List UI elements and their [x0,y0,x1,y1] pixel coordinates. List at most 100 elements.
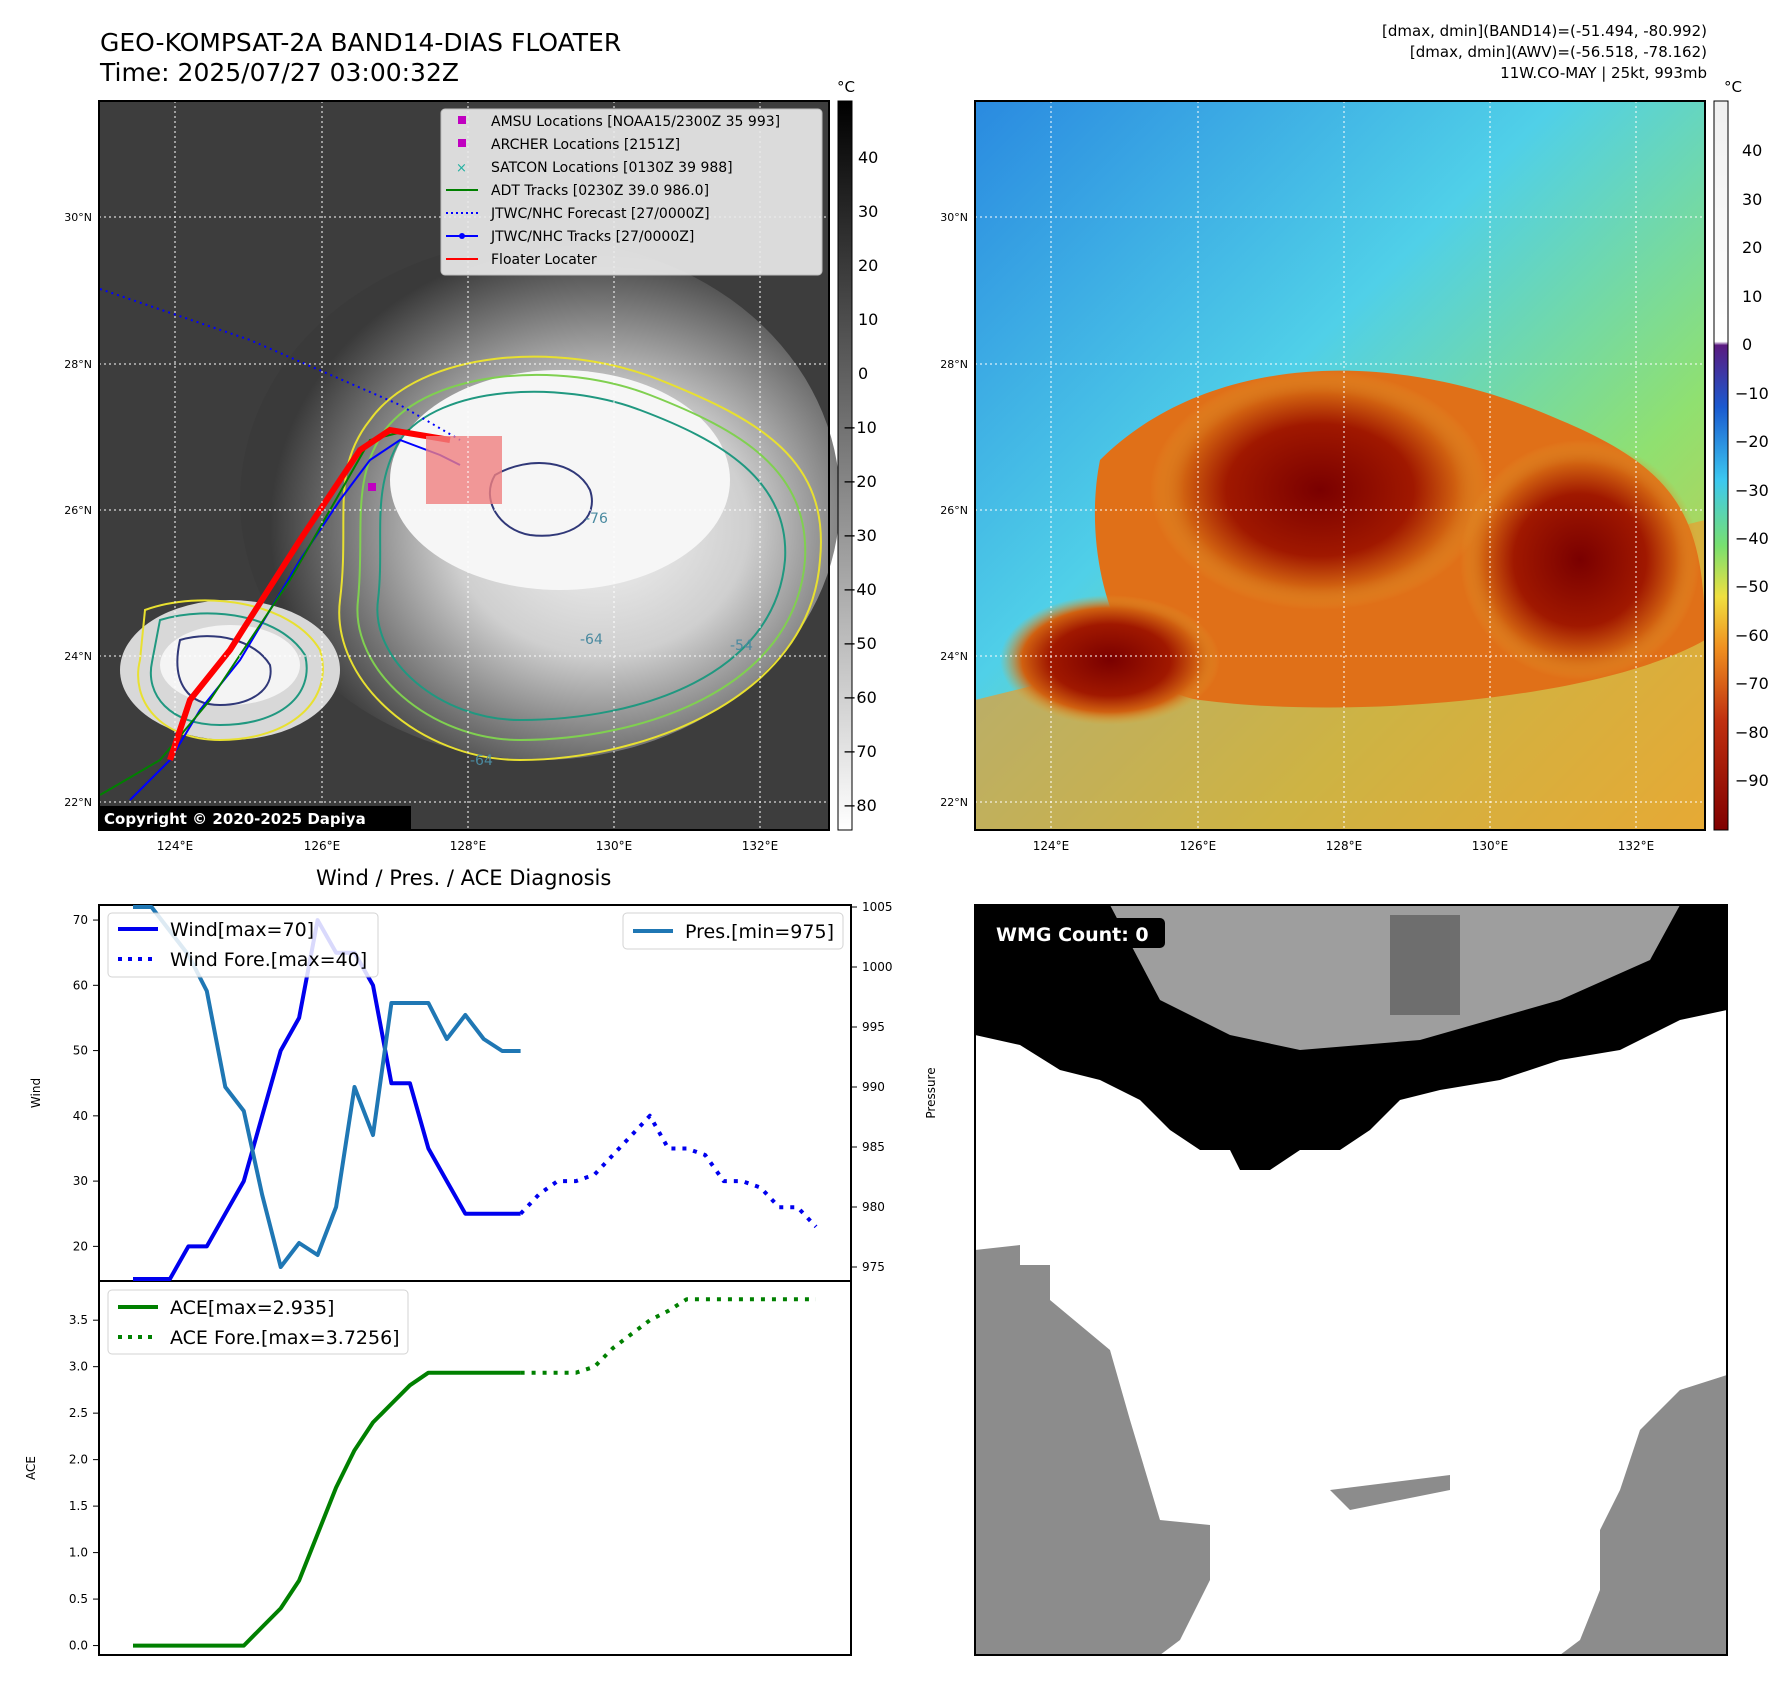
svg-text:30: 30 [858,202,878,221]
wv-core-west [1000,595,1220,725]
svg-text:130°E: 130°E [596,839,633,853]
svg-text:126°E: 126°E [1180,839,1217,853]
svg-text:−40: −40 [843,580,877,599]
svg-text:−20: −20 [843,472,877,491]
svg-text:128°E: 128°E [450,839,487,853]
series-line-wind-fore- [519,1113,818,1229]
svg-text:10: 10 [1742,287,1762,306]
svg-text:28°N: 28°N [940,358,968,371]
legend-archer-label: ARCHER Locations [2151Z] [491,137,680,153]
y-tick-label: 40 [73,1109,88,1123]
ir-contour-label: -76 [585,511,608,527]
svg-text:−40: −40 [1735,529,1769,548]
svg-text:−30: −30 [843,526,877,545]
ace-axis-label: ACE [24,1456,38,1480]
legend-amsu-label: AMSU Locations [NOAA15/2300Z 35 993] [491,114,780,130]
y-tick-label: 0.5 [69,1592,88,1606]
ir-lat-ticks: 22°N 24°N 26°N 28°N 30°N [64,211,92,809]
ir-adt-track [99,429,411,796]
svg-text:−70: −70 [1735,674,1769,693]
svg-text:22°N: 22°N [64,796,92,809]
legend-floater-label: Floater Locater [491,252,597,268]
ir-contour-teal [376,390,787,722]
wv-gridlines [975,101,1705,830]
ir-map-panel: -64 -54 -76 -64 AMSU Locations [NOAA15/2… [64,78,878,853]
meta-band14-range: [dmax, dmin](BAND14)=(-51.494, -80.992) [1382,22,1707,40]
wmg-frame [974,904,1728,1656]
wmg-count-badge [987,918,1165,948]
wv-core-east [1460,440,1700,680]
pres-legend: Pres.[min=975] [622,912,844,950]
svg-text:30: 30 [1742,190,1762,209]
legend-adt-label: ADT Tracks [0230Z 39.0 986.0] [491,183,709,199]
y-tick-label: 30 [73,1174,88,1188]
legend-amsu-marker [458,116,466,124]
ir-contour-label: -64 [470,753,493,769]
svg-text:−90: −90 [1735,771,1769,790]
ir-colorbar-ticks: 40 30 20 10 0 −10 −20 −30 −40 −50 −60 −7… [843,148,878,815]
svg-text:28°N: 28°N [64,358,92,371]
svg-text:24°N: 24°N [64,650,92,663]
svg-text:−10: −10 [843,418,877,437]
copyright-badge [99,806,411,830]
svg-text:−50: −50 [1735,577,1769,596]
ir-colorbar-unit: °C [837,78,855,96]
ir-map-frame [98,100,830,831]
svg-text:22°N: 22°N [940,796,968,809]
legend-pres-label: Pres.[min=975] [685,921,834,943]
ace-legend: ACE[max=2.935] ACE Fore.[max=3.7256] [107,1289,409,1355]
meta-storm-info: 11W.CO-MAY | 25kt, 993mb [1500,64,1707,82]
series-line-ace [133,1370,521,1648]
wind-axis-label: Wind [29,1078,43,1108]
wv-map-panel: 124°E 126°E 128°E 130°E 132°E 22°N 24°N … [940,78,1769,853]
ir-colorbar [837,100,853,831]
y2-tick-label: 980 [862,1200,885,1214]
y2-tick-label: 995 [862,1020,885,1034]
svg-text:128°E: 128°E [1326,839,1363,853]
pressure-axis-label: Pressure [924,1067,938,1118]
svg-text:0: 0 [1742,335,1752,354]
diagnosis-title: Wind / Pres. / ACE Diagnosis [316,866,612,890]
wv-lat-ticks: 22°N 24°N 26°N 28°N 30°N [940,211,968,809]
svg-text:−30: −30 [1735,481,1769,500]
svg-text:−50: −50 [843,634,877,653]
y-tick-label: 50 [73,1044,88,1058]
wind-legend: Wind[max=70] Wind Fore.[max=40] [107,912,379,978]
legend-satcon-label: SATCON Locations [0130Z 39 988] [491,160,733,176]
wv-colorbar-ticks: 40 30 20 10 0 −10 −20 −30 −40 −50 −60 −7… [1735,141,1769,790]
svg-text:30°N: 30°N [64,211,92,224]
svg-text:20: 20 [858,256,878,275]
legend-ace-fore-label: ACE Fore.[max=3.7256] [170,1327,400,1349]
y-tick-label: 70 [73,913,88,927]
figure-title: GEO-KOMPSAT-2A BAND14-DIAS FLOATER [100,28,622,57]
ir-contour-navy [489,462,593,537]
legend-wind-label: Wind[max=70] [170,919,314,941]
legend-archer-marker [458,139,466,147]
ir-contour-label: -54 [730,638,753,654]
svg-text:126°E: 126°E [304,839,341,853]
wv-lon-ticks: 124°E 126°E 128°E 130°E 132°E [1033,839,1655,853]
ir-jtwc-forecast-track [99,288,461,441]
meta-awv-range: [dmax, dmin](AWV)=(-56.518, -78.162) [1409,43,1707,61]
copyright-text: Copyright © 2020-2025 Dapiya [104,810,366,828]
ir-contour-green [356,373,807,742]
legend-ace-label: ACE[max=2.935] [170,1297,334,1319]
y2-tick-label: 1005 [862,900,893,914]
y-tick-label: 60 [73,978,88,992]
svg-text:24°N: 24°N [940,650,968,663]
svg-text:130°E: 130°E [1472,839,1509,853]
wmg-panel: WMG Count: 0 [974,904,1728,1656]
legend-wind-fore-label: Wind Fore.[max=40] [170,949,367,971]
ace-layer: 0.0 0.5 1.0 1.5 2.0 2.5 3.0 3.5 [69,1297,816,1653]
svg-text:−70: −70 [843,742,877,761]
ir-floater-box [426,436,502,504]
wv-core-main [1150,370,1490,610]
series-line-ace-fore- [520,1297,816,1375]
svg-text:26°N: 26°N [940,504,968,517]
y2-tick-label: 975 [862,1260,885,1274]
y-tick-label: 1.5 [69,1499,88,1513]
svg-text:−60: −60 [1735,626,1769,645]
y-tick-label: 3.0 [69,1360,88,1374]
wv-colorbar-unit: °C [1724,78,1742,96]
svg-text:−60: −60 [843,688,877,707]
